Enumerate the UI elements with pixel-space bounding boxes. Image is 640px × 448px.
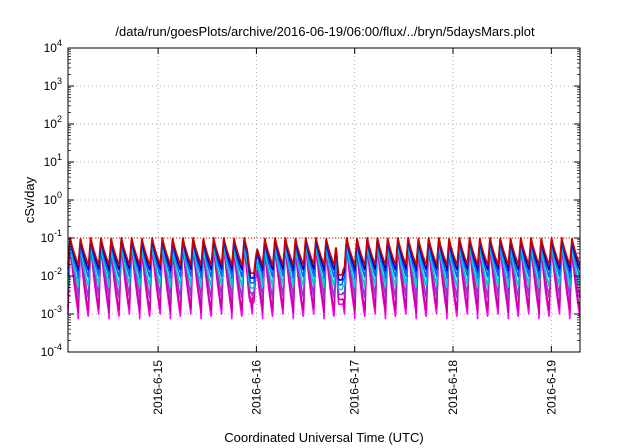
x-axis: 2016-6-15 2016-6-16 2016-6-17 2016-6-18 2016… (151, 48, 558, 415)
y-axis: 10-4 10-3 10-2 10-1 100 101 102 103 104 (41, 38, 580, 359)
series-layer (67, 237, 581, 320)
y-axis-label: cSv/day (22, 176, 37, 223)
x-tick-label: 2016-6-16 (249, 360, 263, 415)
chart-title: /data/run/goesPlots/archive/2016-06-19/0… (115, 24, 535, 39)
y-tick-label: 10-2 (41, 266, 62, 283)
y-tick-label: 103 (44, 76, 62, 93)
series-line (67, 237, 581, 276)
y-tick-label: 10-3 (41, 304, 62, 321)
x-tick-label: 2016-6-15 (151, 360, 165, 415)
y-tick-label: 10-1 (41, 228, 62, 245)
x-tick-label: 2016-6-18 (446, 360, 460, 415)
y-tick-label: 100 (44, 190, 62, 207)
y-tick-label: 101 (44, 152, 62, 169)
series-line (67, 245, 581, 291)
y-tick-label: 10-4 (41, 342, 62, 359)
x-tick-label: 2016-6-19 (544, 360, 558, 415)
x-tick-label: 2016-6-17 (348, 360, 362, 415)
x-axis-label: Coordinated Universal Time (UTC) (224, 430, 423, 445)
y-tick-label: 104 (44, 38, 62, 55)
y-tick-label: 102 (44, 114, 62, 131)
